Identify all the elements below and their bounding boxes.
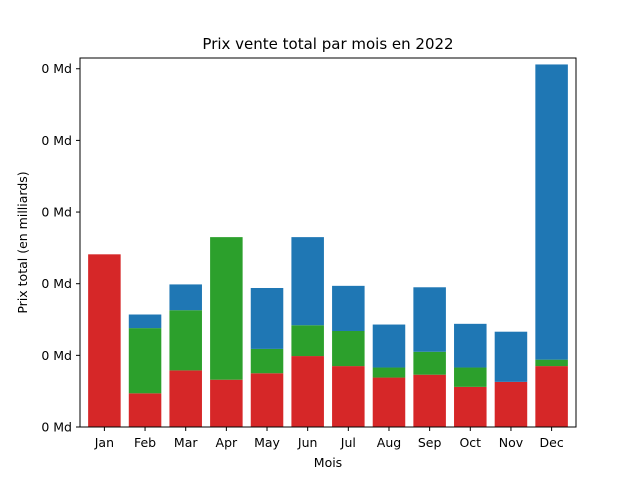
bar-oct-series-1 bbox=[454, 367, 487, 387]
bar-mar-series-1 bbox=[169, 310, 202, 371]
bar-sep-series-1 bbox=[413, 351, 446, 375]
bar-dec-series-2 bbox=[535, 64, 568, 360]
x-tick-label: Oct bbox=[459, 435, 481, 450]
x-tick-label: May bbox=[254, 435, 280, 450]
bar-aug-series-1 bbox=[372, 367, 406, 378]
bar-jun-series-0 bbox=[291, 356, 324, 427]
x-tick-label: Jul bbox=[340, 435, 356, 450]
y-tick-label: 0 Md bbox=[41, 205, 72, 220]
bar-nov-series-2 bbox=[494, 331, 528, 382]
bar-apr-series-0 bbox=[210, 379, 243, 427]
bar-apr-series-1 bbox=[210, 237, 243, 380]
bar-aug-series-2 bbox=[372, 324, 406, 368]
plot-frame bbox=[79, 57, 577, 428]
bar-jul-series-1 bbox=[332, 330, 365, 367]
y-tick-label: 0 Md bbox=[41, 61, 72, 76]
y-axis-label: Prix total (en milliards) bbox=[15, 171, 30, 313]
bar-mar-series-0 bbox=[169, 370, 202, 427]
bar-jul-series-0 bbox=[332, 366, 365, 427]
bar-feb-series-2 bbox=[128, 314, 162, 329]
y-tick-label: 0 Md bbox=[41, 348, 72, 363]
bar-may-series-0 bbox=[250, 373, 284, 427]
x-tick-label: Jun bbox=[297, 435, 318, 450]
bar-may-series-2 bbox=[250, 287, 284, 349]
bar-dec-series-1 bbox=[535, 359, 568, 367]
y-tick-label: 0 Md bbox=[41, 276, 72, 291]
chart-title: Prix vente total par mois en 2022 bbox=[202, 35, 453, 53]
x-tick-label: Jan bbox=[94, 435, 114, 450]
x-tick-label: Apr bbox=[216, 435, 238, 450]
x-tick-label: Feb bbox=[134, 435, 156, 450]
bar-mar-series-2 bbox=[169, 284, 202, 311]
x-tick-label: Dec bbox=[540, 435, 564, 450]
y-axis-ticks: 0 Md 0 Md 0 Md 0 Md 0 Md 0 Md bbox=[41, 61, 80, 435]
bar-feb-series-1 bbox=[128, 328, 162, 394]
bar-sep-series-2 bbox=[413, 287, 446, 352]
bar-oct-series-2 bbox=[454, 323, 487, 368]
y-tick-label: 0 Md bbox=[41, 420, 72, 435]
bar-dec-series-0 bbox=[535, 366, 568, 427]
x-tick-label: Aug bbox=[377, 435, 401, 450]
y-tick-label: 0 Md bbox=[41, 133, 72, 148]
bar-jun-series-2 bbox=[291, 237, 324, 326]
bar-sep-series-0 bbox=[413, 374, 446, 427]
bar-aug-series-0 bbox=[372, 377, 406, 427]
bar-nov-series-0 bbox=[494, 381, 528, 427]
bar-oct-series-0 bbox=[454, 386, 487, 427]
x-axis-label: Mois bbox=[314, 455, 342, 470]
x-tick-label: Mar bbox=[174, 435, 198, 450]
x-axis-ticks: Jan Feb Mar Apr May Jun Jul Aug Sep Oct Nov Dec bbox=[94, 427, 564, 450]
x-tick-label: Sep bbox=[418, 435, 442, 450]
bars-group bbox=[88, 64, 568, 427]
bar-may-series-1 bbox=[250, 348, 284, 374]
bar-jan-series-0 bbox=[88, 254, 121, 427]
bar-jul-series-2 bbox=[332, 285, 365, 331]
x-tick-label: Nov bbox=[499, 435, 524, 450]
bar-feb-series-0 bbox=[128, 393, 162, 427]
bar-jun-series-1 bbox=[291, 325, 324, 357]
